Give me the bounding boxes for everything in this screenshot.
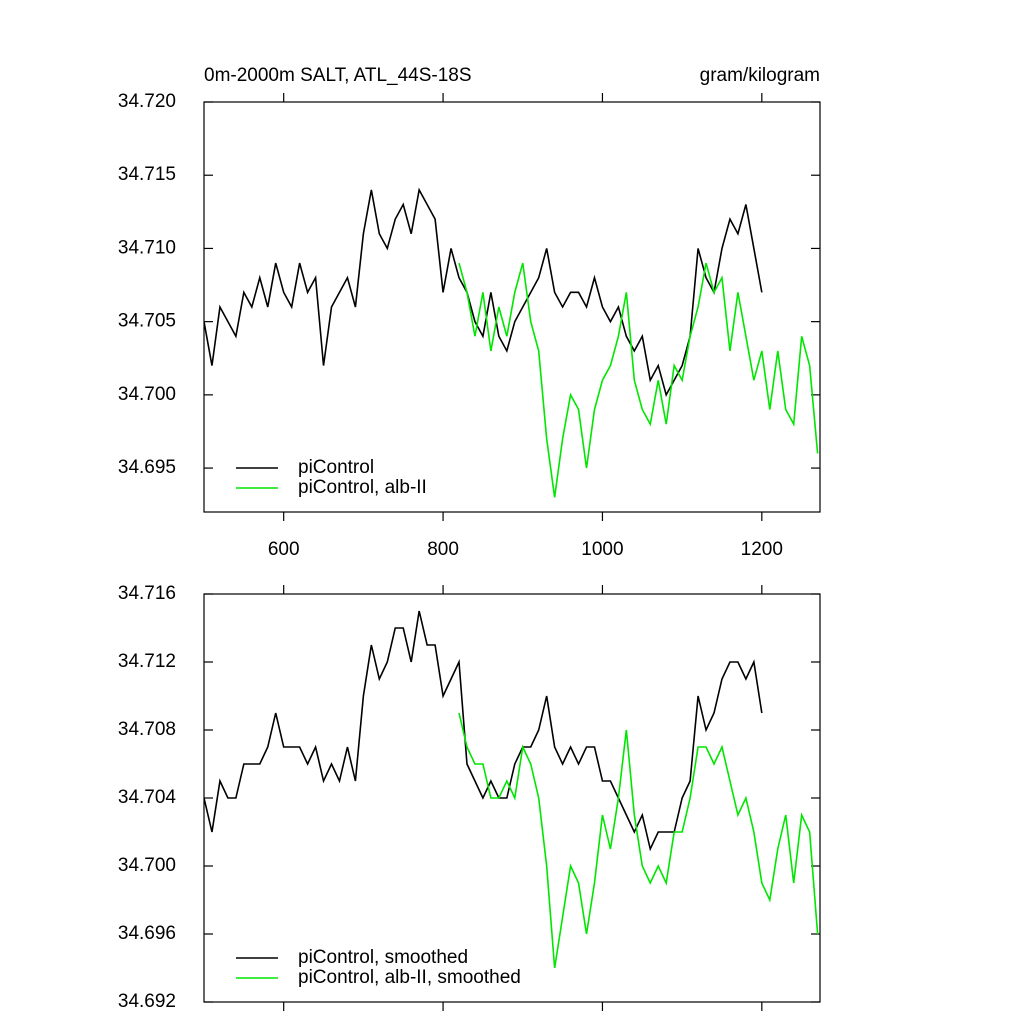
- y-tick-label: 34.700: [118, 855, 176, 876]
- x-tick-label: 1200: [741, 539, 783, 560]
- y-tick-label: 34.710: [118, 237, 176, 258]
- y-tick-label: 34.712: [118, 651, 176, 672]
- data-line: [204, 187, 763, 397]
- data-line: [458, 262, 819, 498]
- y-tick-label: 34.700: [118, 384, 176, 405]
- y-tick-label: 34.696: [118, 923, 176, 944]
- y-tick-label: 34.720: [118, 91, 176, 112]
- x-tick-label: 600: [268, 539, 300, 560]
- y-tick-label: 34.716: [118, 583, 176, 604]
- units-label: gram/kilogram: [700, 65, 820, 86]
- y-tick-label: 34.705: [118, 311, 176, 332]
- legend-label: piControl, smoothed: [298, 947, 468, 968]
- legend-label: piControl: [298, 457, 374, 478]
- y-tick-label: 34.704: [118, 787, 177, 808]
- data-line: [458, 712, 819, 969]
- legend-label: piControl, alb-II, smoothed: [298, 967, 521, 988]
- data-line: [204, 610, 763, 852]
- chart-title: 0m-2000m SALT, ATL_44S-18S: [204, 65, 472, 86]
- legend-label: piControl, alb-II: [298, 477, 427, 498]
- y-tick-label: 34.708: [118, 719, 176, 740]
- plot-frame: [203, 101, 821, 513]
- x-tick-label: 1000: [581, 539, 623, 560]
- y-tick-label: 34.715: [118, 164, 176, 185]
- y-tick-label: 34.692: [118, 991, 176, 1012]
- x-tick-label: 800: [427, 539, 459, 560]
- y-tick-label: 34.695: [118, 457, 176, 478]
- plot-frame: [203, 593, 821, 1003]
